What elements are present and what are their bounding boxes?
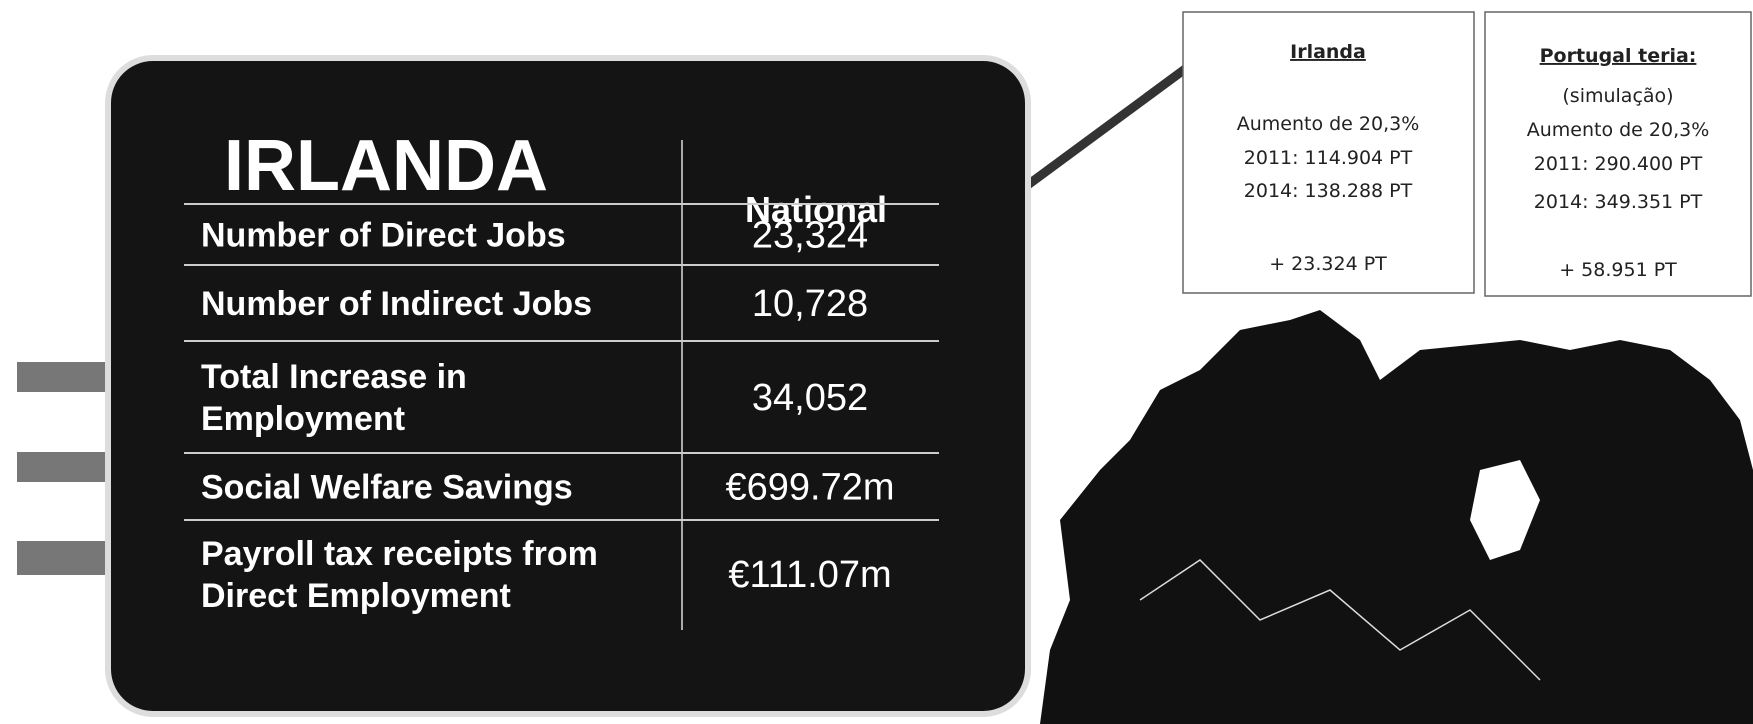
row-label: Number of Direct Jobs bbox=[201, 217, 566, 255]
table-title: IRLANDA bbox=[224, 126, 548, 206]
row-label: Employment bbox=[201, 400, 405, 438]
row-label: Number of Indirect Jobs bbox=[201, 285, 592, 323]
row-value: €111.07m bbox=[728, 554, 891, 596]
map bbox=[1040, 310, 1753, 724]
row-label: Total Increase in bbox=[201, 358, 467, 396]
row-value: 34,052 bbox=[752, 377, 868, 419]
row-value: 23,324 bbox=[752, 215, 868, 257]
box-line: Aumento de 20,3% bbox=[1527, 119, 1710, 141]
row-label: Social Welfare Savings bbox=[201, 469, 573, 507]
box-line: Aumento de 20,3% bbox=[1237, 113, 1420, 135]
table-rows: Number of Direct Jobs 23,324 Number of Ind… bbox=[184, 215, 939, 615]
row-label: Direct Employment bbox=[201, 577, 511, 615]
row-value: 10,728 bbox=[752, 283, 868, 325]
row-label: Payroll tax receipts from bbox=[201, 535, 598, 573]
panel bbox=[105, 55, 1031, 717]
box-line: 2011: 114.904 PT bbox=[1244, 147, 1413, 169]
map-lake bbox=[1470, 460, 1540, 560]
side-bar bbox=[17, 362, 112, 392]
info-box bbox=[1484, 11, 1752, 297]
side-bar bbox=[17, 541, 112, 575]
row-value: €699.72m bbox=[725, 467, 894, 509]
box-total: + 23.324 PT bbox=[1269, 253, 1387, 275]
map-border bbox=[1139, 559, 1541, 681]
box-line: 2011: 290.400 PT bbox=[1534, 153, 1703, 175]
box-line: 2014: 138.288 PT bbox=[1244, 180, 1413, 202]
box-total: + 58.951 PT bbox=[1559, 259, 1677, 281]
box-subtitle: (simulação) bbox=[1562, 85, 1673, 107]
box-line: 2014: 349.351 PT bbox=[1534, 191, 1703, 213]
info-boxes: Irlanda Aumento de 20,3% 2011: 114.904 PT 2… bbox=[1237, 41, 1710, 281]
arrow bbox=[1003, 54, 1203, 205]
box-title: Portugal teria: bbox=[1540, 45, 1697, 67]
info-box bbox=[1182, 11, 1475, 294]
column-header: National bbox=[745, 189, 887, 230]
box-title: Irlanda bbox=[1290, 41, 1366, 63]
side-bar bbox=[17, 452, 112, 482]
